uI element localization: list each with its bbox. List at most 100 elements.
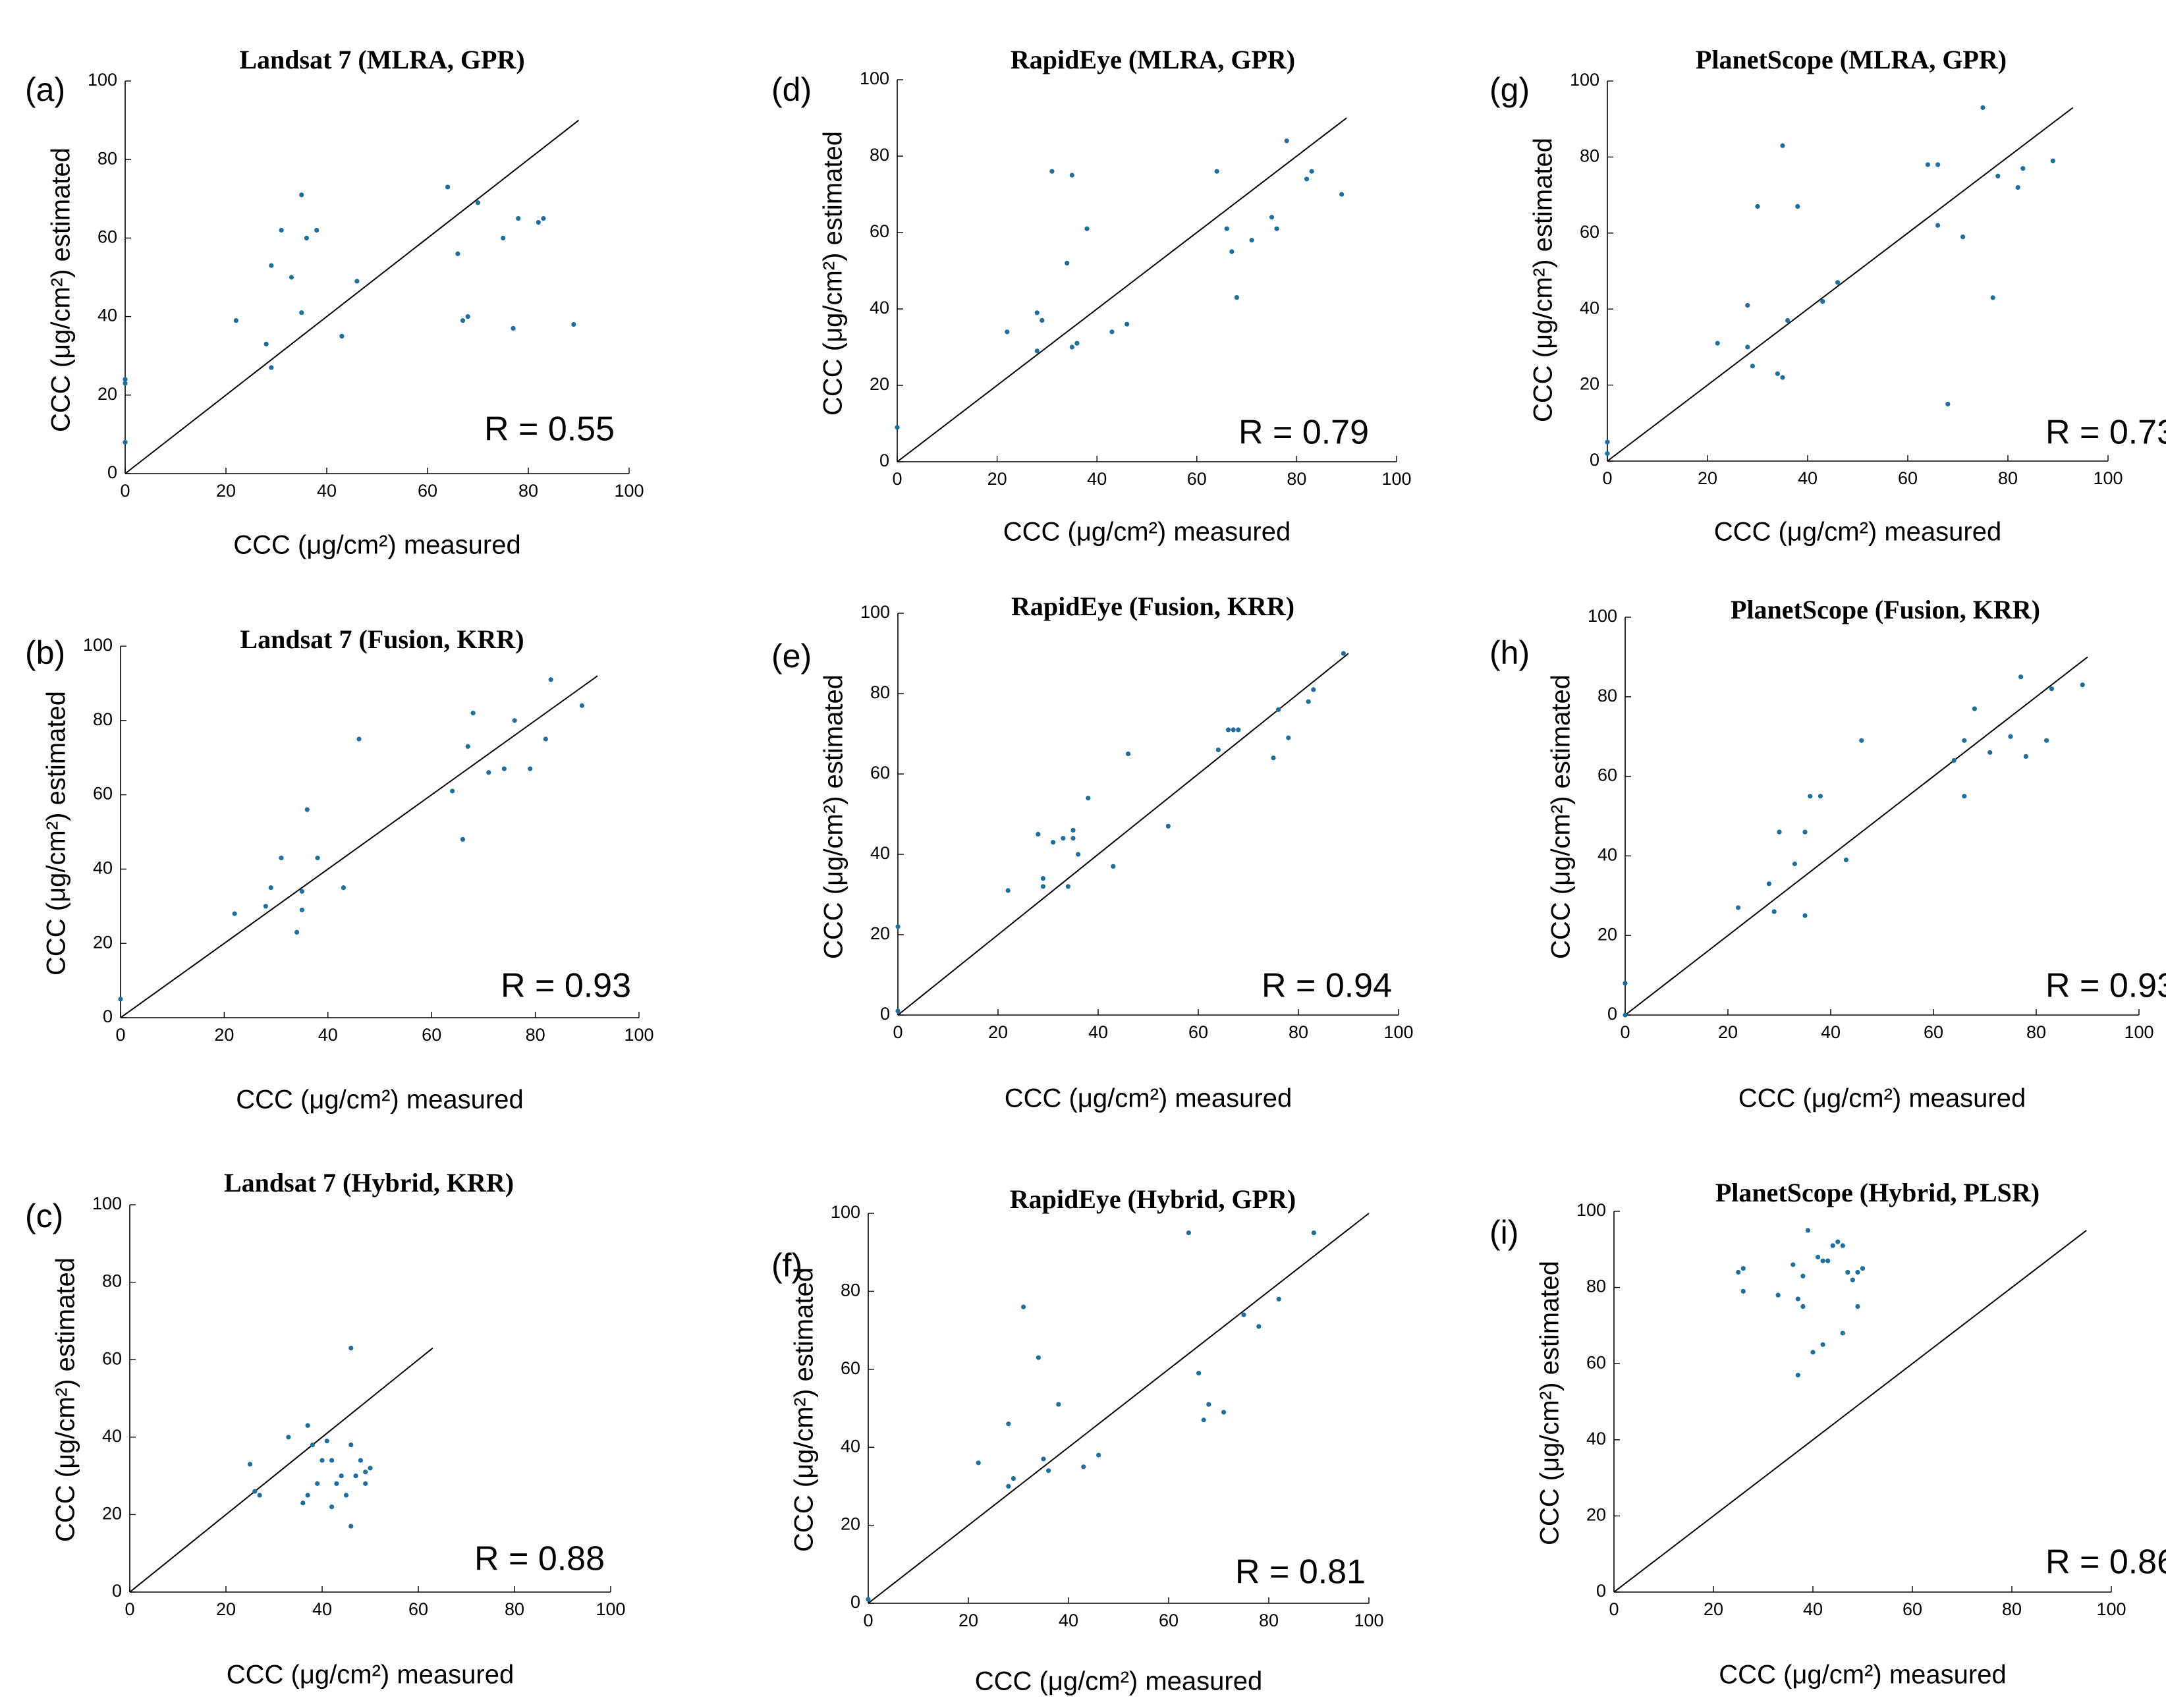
data-point [1036,1355,1041,1360]
data-point [1843,857,1848,863]
data-point [1076,852,1081,857]
data-point [233,317,238,323]
data-point [1990,295,1995,300]
x-axis-label: CCC (μg/cm²) measured [1714,518,2001,547]
data-point [1740,1266,1746,1271]
data-point [1086,796,1091,801]
data-point [315,1481,320,1486]
data-point [1980,105,1985,110]
x-tick-label: 20 [216,481,236,501]
data-point [123,381,128,386]
data-point [475,200,481,206]
y-tick-label: 0 [879,451,889,470]
y-tick-label: 100 [83,635,113,655]
data-point [1006,1483,1011,1489]
data-point [1791,1262,1796,1267]
data-point [343,1493,349,1498]
data-point [1109,329,1115,335]
data-point [445,184,451,190]
data-point [1623,981,1628,986]
data-point [1236,727,1241,732]
data-point [1962,794,1967,799]
data-point [1820,299,1825,304]
data-point [1775,371,1780,376]
x-tick-label: 60 [1188,1022,1208,1042]
y-tick-label: 60 [102,1348,122,1368]
data-point [2044,738,2049,743]
data-point [299,907,305,913]
x-tick-label: 0 [892,469,902,489]
panel-label: (e) [771,638,812,675]
data-point [353,1474,358,1479]
data-point [1755,204,1760,209]
one-to-one-line [1607,107,2074,462]
x-tick-label: 80 [2002,1599,2022,1619]
x-tick-label: 20 [1698,468,1717,488]
data-point [1214,169,1219,174]
data-point [299,192,304,198]
data-point [895,1008,901,1014]
data-point [1987,750,1993,755]
y-tick-label: 40 [102,1426,122,1446]
data-point [1972,706,1977,711]
data-point [123,377,128,382]
data-point [512,718,517,723]
x-tick-label: 40 [1087,469,1107,489]
y-tick-label: 60 [870,221,889,241]
x-tick-label: 100 [596,1599,625,1619]
data-point [1605,451,1610,456]
data-point [1061,836,1066,841]
data-point [1785,317,1791,323]
data-point [1065,884,1070,889]
x-tick-label: 100 [1381,469,1411,489]
data-point [1215,747,1221,752]
data-point [1311,1230,1316,1236]
data-point [2008,734,2013,739]
data-point [358,1458,364,1463]
data-point [1249,238,1254,243]
y-tick-label: 100 [1588,606,1617,626]
one-to-one-line [897,653,1349,1016]
data-point [2023,754,2028,759]
data-point [354,279,360,284]
y-tick-label: 100 [1570,70,1599,90]
panel-g: (g) PlanetScope (MLRA, GPR) 0 20 40 60 80 100 0 2… [1489,45,2166,546]
data-point [1021,1304,1026,1309]
data-point [501,235,506,240]
data-point [1051,840,1056,845]
data-point [1226,727,1231,732]
data-point [486,770,491,775]
data-point [1256,1324,1262,1329]
y-tick-label: 60 [841,1358,860,1378]
panel-e: (e) RapidEye (Fusion, KRR) 0 20 40 60 80 100 0 20… [771,592,1414,1113]
data-point [269,365,274,370]
data-point [1780,143,1785,148]
r-value-label: R = 0.55 [484,410,615,449]
data-point [895,425,900,430]
x-tick-label: 0 [1609,1599,1619,1619]
x-tick-label: 60 [1187,469,1207,489]
y-axis-label: CCC (μg/cm²) estimated [819,131,848,416]
data-point [1069,173,1074,178]
data-point [1229,249,1235,254]
data-point [866,1597,871,1602]
x-tick-label: 20 [988,1022,1008,1042]
x-tick-label: 0 [1620,1022,1630,1042]
y-tick-label: 40 [93,858,113,878]
data-point [1201,1418,1206,1423]
data-point [1271,756,1276,761]
y-axis-label: CCC (μg/cm²) estimated [47,148,76,432]
data-point [1125,321,1130,327]
x-tick-label: 0 [893,1022,902,1042]
data-point [289,275,294,280]
data-point [1951,758,1957,763]
chart-title: PlanetScope (MLRA, GPR) [1696,45,2007,74]
x-tick-label: 40 [312,1599,332,1619]
data-point [1945,401,1951,407]
data-point [279,227,284,233]
data-point [2015,184,2020,190]
data-point [319,1458,325,1463]
data-point [465,744,470,749]
y-tick-label: 60 [1580,222,1599,242]
data-point [324,1439,329,1444]
